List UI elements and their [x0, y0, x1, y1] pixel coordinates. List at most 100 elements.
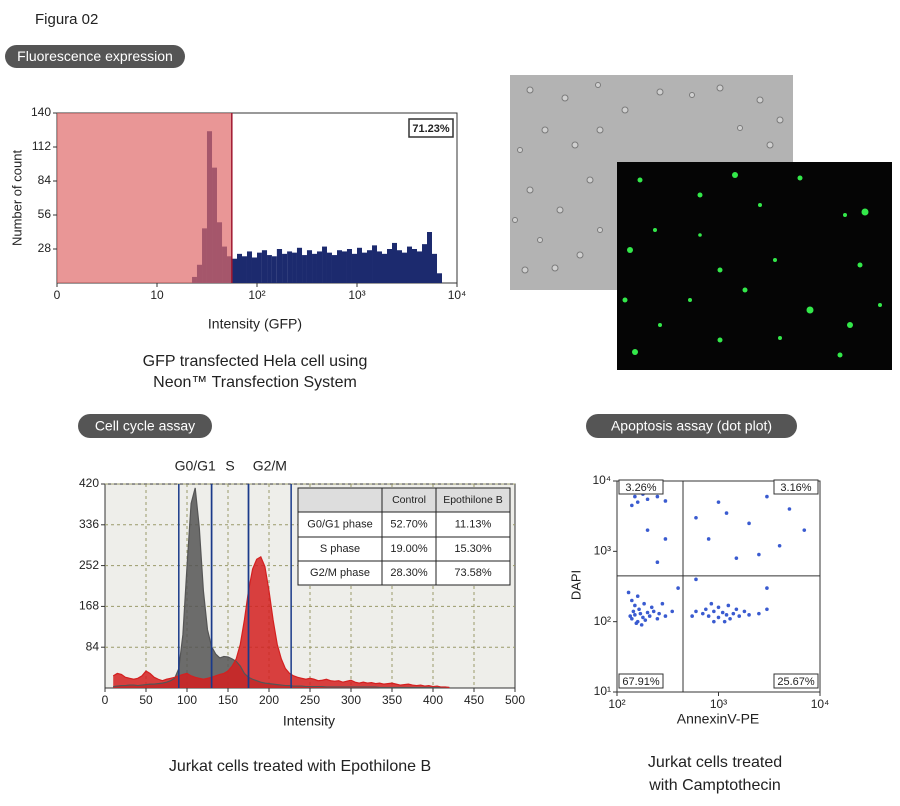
- y-tick-label: 84: [86, 639, 100, 653]
- x-tick-label: 0: [102, 693, 109, 707]
- scatter-point: [731, 611, 736, 616]
- caption: Jurkat cells treated: [648, 754, 782, 771]
- quadrant-box: [618, 673, 664, 689]
- histogram-bar: [292, 252, 297, 283]
- y-tick-label: 420: [79, 476, 99, 490]
- histogram-bar: [437, 273, 442, 283]
- scatter-point: [660, 601, 665, 606]
- scatter-point: [634, 621, 639, 626]
- histogram-bar: [361, 252, 368, 283]
- histogram-bar: [261, 250, 268, 283]
- histogram-bar: [287, 251, 293, 283]
- y-tick-label: 10²: [594, 614, 611, 628]
- table-cell: 52.70%: [390, 518, 428, 530]
- x-tick-label: 10²: [248, 288, 265, 302]
- scatter-point: [724, 511, 729, 515]
- scatter-point: [635, 594, 640, 599]
- scatter-point: [720, 610, 725, 615]
- y-tick-label: 140: [31, 105, 51, 119]
- histogram-bar: [367, 250, 373, 283]
- area-fill: [113, 487, 450, 688]
- scatter-point: [712, 619, 716, 624]
- x-tick-label: 350: [382, 693, 402, 707]
- quadrant-label: 3.16%: [780, 482, 811, 494]
- scatter-point: [639, 623, 644, 627]
- scatter-point: [663, 614, 668, 618]
- y-tick-label: 28: [38, 241, 52, 255]
- scatter-point: [706, 537, 711, 541]
- histogram-bar: [416, 251, 423, 283]
- scatter-point: [642, 601, 646, 606]
- scatter-point: [655, 560, 660, 565]
- quadrant-box: [618, 479, 664, 495]
- y-tick-label: 252: [79, 558, 99, 572]
- gate-region: [57, 113, 232, 283]
- scatter-point: [737, 614, 742, 618]
- scatter-point: [633, 494, 637, 499]
- x-tick-label: 200: [259, 693, 279, 707]
- scatter-point: [712, 609, 716, 614]
- scatter-point: [802, 528, 807, 532]
- scatter-point: [734, 556, 739, 560]
- histogram-bar: [427, 232, 432, 283]
- scatter-point: [637, 607, 641, 612]
- y-tick-label: 84: [38, 173, 52, 187]
- scatter-point: [757, 552, 761, 557]
- scatter-point: [757, 611, 761, 616]
- x-tick-label: 10³: [710, 697, 727, 711]
- histogram-bar: [296, 247, 303, 283]
- x-tick-label: 50: [139, 693, 153, 707]
- scatter-point: [630, 616, 634, 621]
- annotation-box: [408, 118, 454, 138]
- scatter-point: [694, 515, 698, 520]
- scatter-point: [724, 613, 729, 617]
- histogram-bar: [246, 251, 252, 283]
- histogram-bar: [386, 249, 393, 283]
- scatter-point: [777, 543, 782, 548]
- section-pill: [586, 414, 797, 438]
- quadrant-label: 25.67%: [777, 676, 815, 688]
- scatter-point: [787, 507, 792, 511]
- series-line: [112, 555, 450, 689]
- x-tick-label: 10⁴: [448, 288, 467, 302]
- x-tick-label: 0: [54, 288, 61, 302]
- histogram-bar: [372, 245, 378, 283]
- table-cell: 15.30%: [454, 543, 492, 555]
- scatter-point: [663, 499, 668, 503]
- histogram-bar: [422, 244, 428, 283]
- histogram-bar: [242, 256, 247, 283]
- fluorescence-image: [617, 162, 892, 370]
- x-axis-label: Intensity: [283, 713, 335, 729]
- x-tick-label: 250: [300, 693, 320, 707]
- x-tick-label: 10³: [348, 288, 365, 302]
- histogram-bar: [346, 249, 352, 283]
- scatter-point: [655, 494, 660, 499]
- histogram-bar: [351, 253, 357, 283]
- x-axis-label: Intensity (GFP): [208, 316, 302, 332]
- x-tick-label: 10: [150, 288, 164, 302]
- histogram-bar: [276, 249, 283, 283]
- scatter-point: [704, 607, 708, 612]
- series-line: [113, 487, 450, 689]
- scatter-point: [694, 609, 698, 614]
- histogram-bar: [316, 251, 323, 283]
- histogram-bar: [411, 249, 417, 283]
- section-pill: [5, 45, 185, 68]
- histogram-bar: [342, 251, 347, 283]
- y-tick-label: 10¹: [594, 684, 611, 698]
- gate-label: G2/M: [253, 458, 287, 474]
- scatter-point: [700, 611, 705, 616]
- caption: Neon™ Transfection System: [153, 374, 357, 391]
- scatter-point: [649, 605, 654, 610]
- scatter-point: [638, 611, 643, 616]
- scatter-point: [747, 521, 751, 526]
- scatter-point: [690, 614, 694, 618]
- scatter-point: [709, 601, 714, 606]
- scatter-point: [645, 528, 650, 532]
- section-label: Fluorescence expression: [17, 48, 173, 64]
- quadrant-box: [773, 673, 819, 689]
- scatter-point: [765, 607, 769, 612]
- section-pill: [78, 414, 212, 438]
- quadrant-box: [773, 479, 819, 495]
